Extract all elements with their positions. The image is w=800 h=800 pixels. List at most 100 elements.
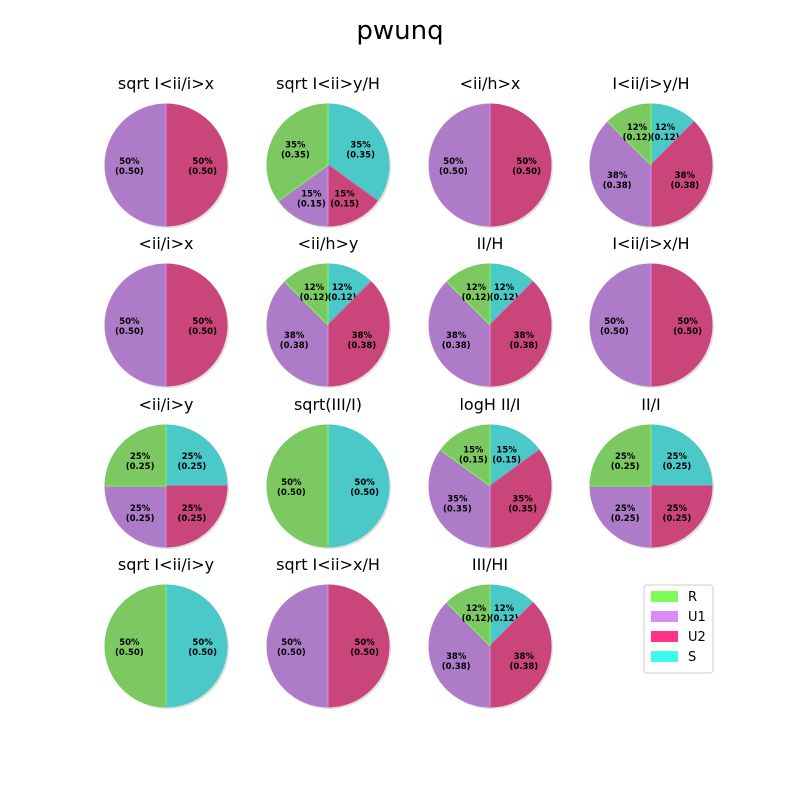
pie-slice-label: 12% (0.12): [623, 123, 652, 143]
pie-slice-label: 25% (0.25): [178, 504, 207, 524]
pie-slice-label: 12% (0.12): [490, 604, 519, 624]
pie-slice-label: 50% (0.50): [115, 317, 144, 337]
pie-slice-u2: [650, 263, 713, 387]
pie-slice-label: 50% (0.50): [188, 638, 217, 658]
pie-slice-u1: [104, 103, 167, 227]
pie-slice-r: [607, 103, 652, 166]
pie-slice-label: 12% (0.12): [462, 283, 491, 303]
pie-15: III/HI 12% (0.12) 38% (0.38) 38% (0.38) 12% (0.1…: [428, 555, 553, 709]
pie-slice-u1: [278, 164, 329, 227]
pie-3: <ii/h>x 50% (0.50) 50% (0.50): [428, 74, 553, 228]
pie-slice-label: 38% (0.38): [347, 331, 376, 351]
pie-title: sqrt I<ii>y/H: [276, 74, 380, 93]
pie-outline: [589, 103, 713, 227]
pie-slice-label: 15% (0.15): [492, 445, 521, 465]
pie-5: <ii/i>x 50% (0.50) 50% (0.50): [104, 234, 229, 388]
pie-outline: [589, 424, 713, 548]
pie-outline: [589, 263, 713, 387]
pie-slice-label: 25% (0.25): [126, 452, 155, 472]
pie-slice-u1: [266, 584, 329, 708]
pie-slice-u1: [428, 103, 491, 227]
pie-slice-r: [266, 424, 329, 548]
pie-slice-u1: [589, 121, 652, 227]
pie-slice-u2: [489, 449, 552, 548]
pie-outline: [266, 263, 390, 387]
pie-slice-u2: [489, 103, 552, 227]
pie-title: <ii/i>y: [138, 395, 193, 414]
legend-label-u1: U1: [688, 610, 706, 625]
pie-12: II/I 25% (0.25) 25% (0.25) 25% (0.25) 25% (0.25): [589, 395, 714, 549]
legend-label-u2: U2: [688, 630, 706, 645]
pie-slice-s: [327, 103, 390, 202]
pie-title: sqrt I<ii>x/H: [276, 555, 380, 574]
pie-slice-u1: [589, 485, 652, 548]
pie-title: II/I: [641, 395, 661, 414]
pie-8: I<ii/i>x/H 50% (0.50) 50% (0.50): [589, 234, 714, 388]
pie-slice-r: [446, 584, 491, 647]
pie-slice-label: 35% (0.35): [281, 140, 310, 160]
pie-title: sqrt I<ii/i>x: [118, 74, 214, 93]
pie-outline: [266, 424, 390, 548]
pie-slice-label: 50% (0.50): [115, 638, 144, 658]
pie-title: <ii/i>x: [138, 234, 193, 253]
pie-slice-r: [266, 103, 329, 202]
pie-10: sqrt(III/I) 50% (0.50) 50% (0.50): [266, 395, 391, 549]
pie-slice-label: 15% (0.15): [330, 190, 359, 210]
pie-slice-label: 50% (0.50): [600, 317, 629, 337]
pie-slice-label: 25% (0.25): [611, 504, 640, 524]
pie-slice-label: 38% (0.38): [509, 652, 538, 672]
pie-outline: [104, 424, 228, 548]
pie-slice-label: 38% (0.38): [603, 171, 632, 191]
pie-slice-u1: [104, 485, 167, 548]
pie-title: sqrt(III/I): [294, 395, 362, 414]
pie-slice-r: [440, 424, 491, 487]
pie-title: I<ii/i>x/H: [612, 234, 689, 253]
pie-title: logH II/I: [459, 395, 520, 414]
pie-slice-label: 50% (0.50): [277, 638, 306, 658]
legend: R U1 U2 S: [643, 584, 714, 674]
pie-2: sqrt I<ii>y/H 35% (0.35) 15% (0.15)15% (0.15)…: [266, 74, 391, 228]
pie-4: I<ii/i>y/H 12% (0.12) 38% (0.38) 38% (0.38) 12%…: [589, 74, 714, 228]
pie-slice-label: 15% (0.15): [297, 190, 326, 210]
pie-slice-u2: [327, 164, 378, 227]
pie-slice-label: 50% (0.50): [188, 317, 217, 337]
pie-title: <ii/h>y: [298, 234, 359, 253]
pie-slice-label: 50% (0.50): [277, 478, 306, 498]
pie-slice-label: 12% (0.12): [490, 283, 519, 303]
pie-outline: [428, 424, 552, 548]
pie-slice-u2: [327, 584, 390, 708]
legend-swatch-u2: [651, 631, 678, 642]
pie-slice-u2: [489, 281, 552, 387]
pie-outline: [266, 584, 390, 708]
pie-outline: [428, 103, 552, 227]
pie-slice-u2: [489, 602, 552, 708]
pie-slice-label: 25% (0.25): [126, 504, 155, 524]
pie-6: <ii/h>y 12% (0.12) 38% (0.38) 38% (0.38) 12% (0.…: [266, 234, 391, 388]
pie-slice-u2: [650, 485, 713, 548]
pie-outline: [428, 263, 552, 387]
legend-label-r: R: [688, 590, 697, 605]
pie-outline: [428, 584, 552, 708]
legend-swatch-r: [651, 591, 678, 602]
pie-slice-label: 25% (0.25): [663, 452, 692, 472]
pie-slice-r: [284, 263, 329, 326]
pie-slice-label: 38% (0.38): [509, 331, 538, 351]
pie-slice-label: 38% (0.38): [442, 652, 471, 672]
pie-title: III/HI: [472, 555, 508, 574]
pie-outline: [104, 103, 228, 227]
pie-1: sqrt I<ii/i>x 50% (0.50) 50% (0.50): [104, 74, 229, 228]
pie-11: logH II/I 15% (0.15) 35% (0.35) 35% (0.35) 15%(…: [428, 395, 553, 549]
legend-swatch-s: [651, 651, 678, 662]
pie-slice-label: 25% (0.25): [611, 452, 640, 472]
pie-grid: sqrt I<ii/i>x50% (0.50)50% (0.50)sqrt I<ii…: [104, 74, 714, 709]
pie-slice-u1: [266, 281, 329, 387]
pie-slice-u2: [165, 263, 228, 387]
pie-title: sqrt I<ii/i>y: [118, 555, 214, 574]
pie-slice-label: 50% (0.50): [350, 478, 379, 498]
pie-slice-label: 50% (0.50): [350, 638, 379, 658]
pie-slice-u2: [650, 121, 713, 227]
pie-slice-label: 50% (0.50): [512, 157, 541, 177]
pie-14: sqrt I<ii>x/H 50% (0.50) 50% (0.50): [266, 555, 391, 709]
pie-slice-label: 12% (0.12): [651, 123, 680, 143]
